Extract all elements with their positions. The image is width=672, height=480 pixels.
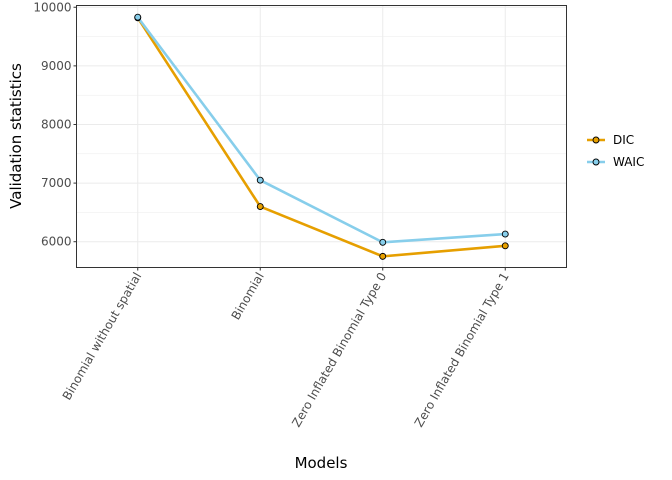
data-point-dic [256, 203, 264, 210]
legend-key-point [592, 158, 600, 166]
data-point-waic [501, 230, 509, 238]
series-line-dic [136, 17, 506, 258]
data-point-waic [134, 13, 142, 21]
axis-ticks [73, 6, 506, 271]
legend-label: WAIC [613, 155, 644, 169]
y-tick-label: 9000 [41, 59, 72, 73]
y-tick-labels: 6000 7000 8000 9000 10000 [33, 0, 71, 248]
data-point-dic [379, 252, 387, 260]
y-tick-label: 6000 [41, 235, 72, 249]
data-point-waic [256, 176, 264, 184]
major-gridlines [76, 5, 567, 268]
legend: DIC WAIC [587, 133, 644, 169]
data-point-dic [501, 242, 509, 250]
y-tick-label: 7000 [41, 176, 72, 190]
y-tick-label: 8000 [41, 117, 72, 131]
data-point-waic [379, 238, 387, 246]
series-layer [134, 13, 509, 260]
legend-key-point [592, 136, 600, 144]
y-axis-title: Validation statistics [7, 63, 25, 209]
y-tick-label: 10000 [33, 0, 71, 14]
plot-panel-border [76, 5, 567, 268]
legend-label: DIC [613, 133, 634, 147]
series-line-waic [136, 16, 506, 244]
x-axis-title: Models [295, 454, 348, 472]
